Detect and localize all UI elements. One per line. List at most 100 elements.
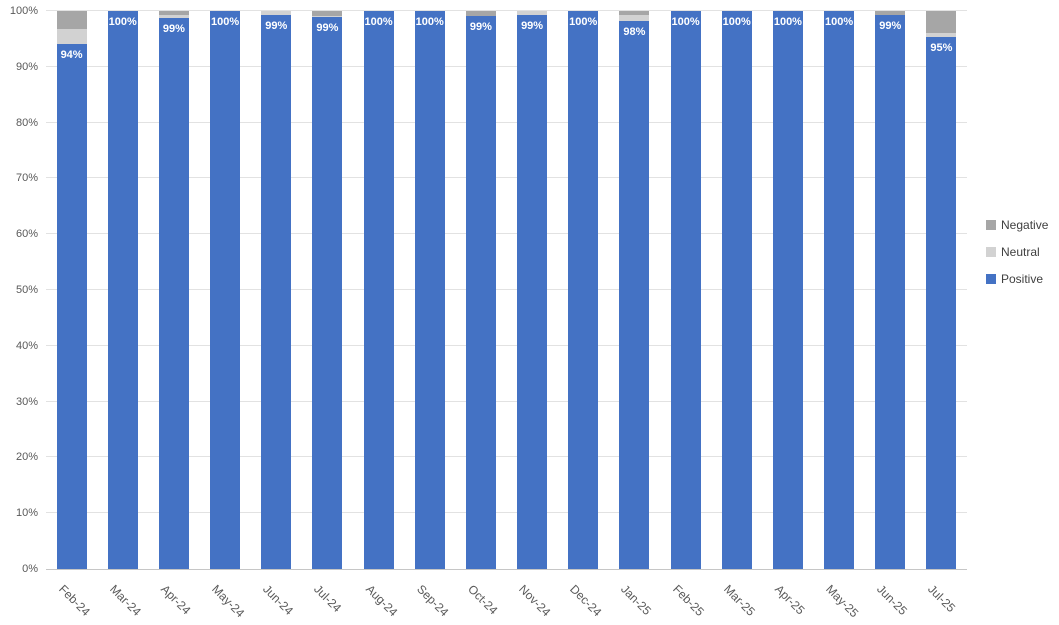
x-axis-tick-label-Mar-24: Mar-24 — [106, 582, 144, 619]
bar-segment-positive-Apr-24 — [158, 18, 189, 569]
bar-segment-positive-Jul-24 — [312, 17, 343, 569]
y-axis-tick-label: 100% — [9, 5, 38, 17]
x-axis-tick-label-Jun-25: Jun-25 — [874, 582, 911, 618]
x-axis-tick-label-Jun-24: Jun-24 — [260, 582, 297, 618]
legend-swatch-positive — [986, 274, 996, 284]
data-label-positive-Jun-25: 99% — [879, 19, 902, 32]
bar-segment-neutral-Jun-24 — [261, 11, 292, 15]
gridline-50 — [46, 289, 967, 290]
bar-segment-negative-Feb-24 — [56, 11, 87, 30]
legend-swatch-neutral — [986, 247, 996, 257]
data-label-positive-Mar-24: 100% — [108, 16, 137, 28]
x-axis-tick-label-Feb-25: Feb-25 — [669, 582, 707, 619]
x-axis-tick-label-May-25: May-25 — [823, 582, 862, 621]
x-axis-tick-label-Feb-24: Feb-24 — [55, 582, 93, 619]
gridline-40 — [46, 344, 967, 346]
legend-item-negative: Negative — [986, 218, 1048, 232]
bar-segment-positive-Aug-24 — [363, 11, 394, 569]
y-axis-tick-label: 0% — [22, 563, 38, 575]
x-axis-line — [46, 569, 967, 570]
legend-item-neutral: Neutral — [986, 245, 1048, 259]
bar-segment-positive-Jul-25 — [926, 36, 957, 569]
bar-segment-positive-Apr-25 — [772, 11, 803, 569]
legend-item-positive: Positive — [986, 272, 1048, 286]
bar-segment-negative-Jan-25 — [619, 11, 650, 16]
data-label-positive-Nov-24: 99% — [521, 20, 544, 33]
x-axis-tick-label-Nov-24: Nov-24 — [516, 582, 554, 620]
x-axis-tick-label-Jul-24: Jul-24 — [311, 582, 345, 616]
legend: Negative Neutral Positive — [986, 218, 1048, 299]
data-label-positive-Apr-24: 99% — [162, 23, 185, 36]
bar-segment-neutral-Feb-24 — [56, 29, 87, 45]
x-axis-tick-label-Sep-24: Sep-24 — [413, 582, 452, 620]
x-axis-tick-label-Jul-25: Jul-25 — [925, 582, 959, 616]
bar-segment-negative-Jul-25 — [926, 11, 957, 34]
gridline-30 — [46, 400, 967, 402]
data-label-positive-Dec-24: 100% — [569, 16, 598, 28]
data-label-positive-Apr-25: 100% — [773, 16, 802, 28]
bar-segment-positive-Dec-24 — [568, 11, 599, 569]
x-axis-tick-label-Oct-24: Oct-24 — [465, 582, 501, 618]
bar-segment-positive-Oct-24 — [465, 16, 496, 569]
data-label-positive-Jan-25: 98% — [623, 26, 646, 39]
bar-segment-negative-Jun-25 — [875, 11, 906, 15]
x-axis-tick-label-Mar-25: Mar-25 — [720, 582, 758, 619]
data-label-positive-Jun-24: 99% — [265, 19, 288, 32]
data-label-positive-May-24: 100% — [211, 16, 240, 28]
bar-segment-negative-Oct-24 — [465, 11, 496, 17]
y-axis-tick-label: 70% — [15, 172, 38, 185]
bar-segment-positive-Feb-24 — [56, 44, 87, 569]
y-axis-tick-label: 50% — [15, 284, 38, 296]
y-axis-tick-label: 60% — [15, 228, 38, 241]
bar-segment-negative-Apr-24 — [158, 11, 189, 16]
legend-swatch-negative — [986, 220, 996, 230]
x-axis-tick-label-May-24: May-24 — [209, 582, 248, 621]
data-label-positive-Jul-25: 95% — [930, 41, 953, 54]
y-axis-tick-label: 80% — [15, 116, 38, 129]
bar-segment-positive-Jun-24 — [261, 14, 292, 569]
data-label-positive-May-25: 100% — [825, 16, 854, 28]
gridline-20 — [46, 456, 967, 458]
bar-segment-neutral-Apr-24 — [158, 15, 189, 19]
bar-segment-neutral-Jul-25 — [926, 33, 957, 37]
data-label-positive-Oct-24: 99% — [469, 21, 492, 34]
gridline-90 — [46, 65, 967, 67]
gridline-70 — [46, 177, 967, 179]
y-axis-tick-label: 90% — [15, 60, 38, 73]
data-label-positive-Sep-24: 100% — [415, 16, 444, 28]
data-label-positive-Mar-25: 100% — [722, 16, 751, 28]
gridline-80 — [46, 121, 967, 123]
x-axis-tick-label-Apr-24: Apr-24 — [158, 582, 194, 618]
legend-label: Neutral — [1001, 245, 1040, 259]
y-axis-tick-label: 30% — [15, 395, 38, 408]
bar-segment-positive-Jun-25 — [875, 14, 906, 569]
bar-segment-neutral-Jul-24 — [312, 16, 343, 18]
y-axis-tick-label: 20% — [15, 451, 38, 464]
bar-segment-positive-Mar-24 — [107, 11, 138, 569]
bar-segment-neutral-Jan-25 — [619, 15, 650, 22]
bar-segment-positive-Sep-24 — [414, 11, 445, 569]
bar-segment-positive-Nov-24 — [517, 15, 548, 569]
y-axis-tick-label: 40% — [15, 339, 38, 352]
x-axis-tick-label-Dec-24: Dec-24 — [567, 582, 605, 620]
gridline-100 — [46, 10, 967, 11]
y-axis-tick-label: 10% — [15, 507, 38, 520]
data-label-positive-Feb-25: 100% — [671, 16, 700, 28]
gridline-10 — [46, 512, 967, 514]
bar-segment-positive-May-24 — [210, 11, 241, 569]
bar-segment-positive-Jan-25 — [619, 21, 650, 569]
x-axis-tick-label-Jan-25: Jan-25 — [618, 582, 655, 618]
bar-segment-neutral-Nov-24 — [517, 11, 548, 16]
bar-segment-positive-Mar-25 — [721, 11, 752, 569]
x-axis-tick-label-Apr-25: Apr-25 — [772, 582, 808, 618]
x-axis-tick-label-Aug-24: Aug-24 — [362, 582, 400, 620]
legend-label: Negative — [1001, 218, 1049, 232]
data-label-positive-Jul-24: 99% — [316, 22, 339, 35]
legend-label: Positive — [1001, 272, 1044, 286]
bar-segment-negative-Jul-24 — [312, 11, 343, 17]
data-label-positive-Feb-24: 94% — [60, 49, 83, 62]
bar-segment-positive-Feb-25 — [670, 11, 701, 569]
bar-segment-positive-May-25 — [824, 11, 855, 569]
data-label-positive-Aug-24: 100% — [364, 16, 393, 28]
